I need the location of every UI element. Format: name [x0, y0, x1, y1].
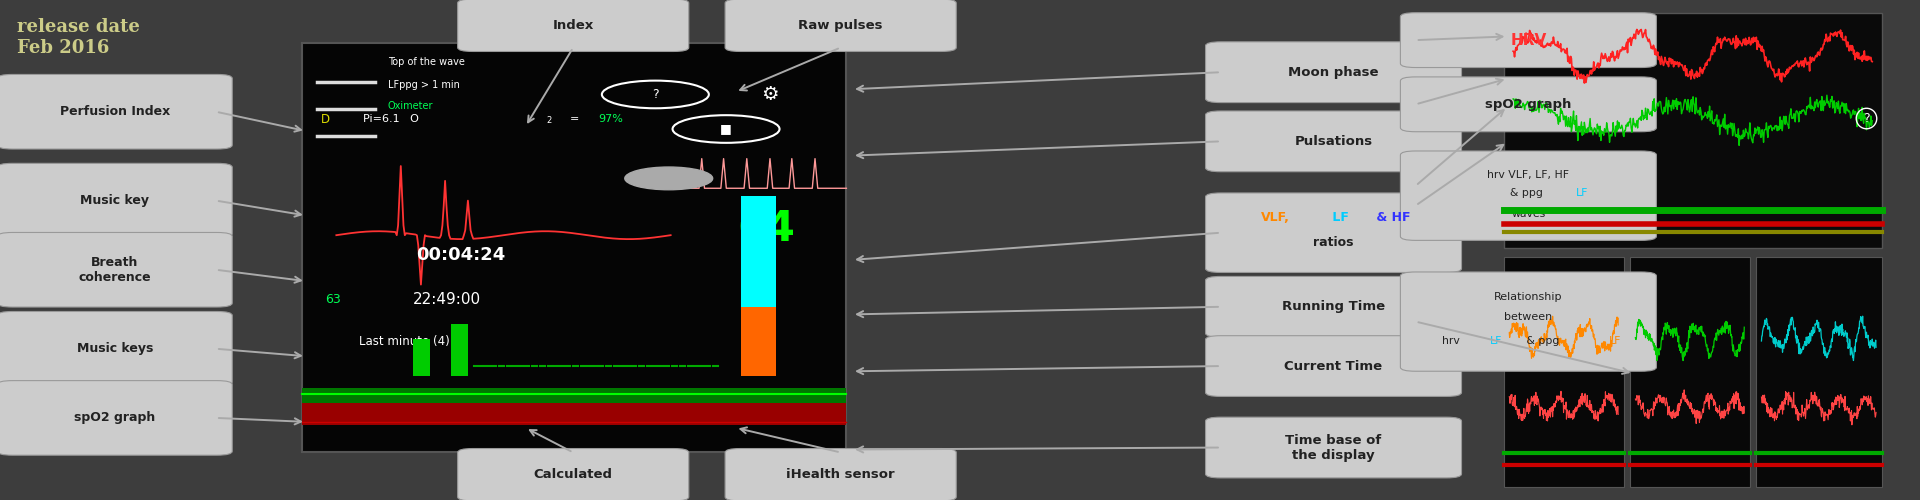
FancyBboxPatch shape: [1206, 42, 1461, 102]
Text: spO2 graph: spO2 graph: [1486, 98, 1572, 111]
Text: Current Time: Current Time: [1284, 360, 1382, 372]
Text: 2: 2: [547, 116, 551, 125]
Text: Moon phase: Moon phase: [1288, 66, 1379, 78]
FancyBboxPatch shape: [1400, 272, 1657, 371]
Text: LF: LF: [1576, 188, 1588, 198]
Text: ratios: ratios: [1313, 236, 1354, 249]
Bar: [1630, 258, 1749, 487]
Text: =: =: [570, 114, 578, 124]
Text: 64: 64: [737, 208, 795, 250]
Text: release date
Feb 2016: release date Feb 2016: [17, 18, 140, 57]
FancyBboxPatch shape: [1206, 193, 1461, 272]
FancyBboxPatch shape: [0, 74, 232, 149]
Bar: [1503, 258, 1624, 487]
Bar: [413, 339, 430, 376]
Text: Raw pulses: Raw pulses: [799, 19, 883, 32]
Text: VLF,: VLF,: [1261, 212, 1290, 224]
Text: hrv VLF, LF, HF: hrv VLF, LF, HF: [1488, 170, 1569, 180]
FancyBboxPatch shape: [1400, 12, 1657, 68]
Text: Last minute (4): Last minute (4): [359, 335, 449, 348]
Text: LF: LF: [1490, 336, 1503, 346]
Text: waves: waves: [1511, 210, 1546, 220]
Text: HRV: HRV: [1511, 32, 1546, 48]
FancyBboxPatch shape: [726, 448, 956, 500]
Bar: [451, 324, 468, 376]
FancyBboxPatch shape: [1206, 336, 1461, 396]
Text: LF: LF: [1329, 212, 1348, 224]
Text: between: between: [1503, 312, 1553, 322]
Text: Oximeter: Oximeter: [388, 101, 434, 111]
Text: Pi=6.1   O: Pi=6.1 O: [363, 114, 419, 124]
Text: 97%: 97%: [597, 114, 622, 124]
Text: ■: ■: [720, 122, 732, 136]
FancyBboxPatch shape: [1206, 417, 1461, 478]
Text: & HF: & HF: [1371, 212, 1409, 224]
Bar: [741, 307, 776, 376]
Text: & ppg: & ppg: [1523, 336, 1563, 346]
Text: ?: ?: [1862, 112, 1870, 125]
Text: Top of the wave: Top of the wave: [388, 58, 465, 68]
Text: Relationship: Relationship: [1494, 292, 1563, 302]
Text: ?: ?: [653, 88, 659, 101]
Text: 63: 63: [324, 293, 340, 306]
Text: hrv: hrv: [1442, 336, 1463, 346]
Text: ⚙: ⚙: [760, 85, 780, 104]
FancyBboxPatch shape: [1400, 151, 1657, 240]
FancyBboxPatch shape: [0, 164, 232, 238]
FancyBboxPatch shape: [1400, 77, 1657, 132]
Text: Calculated: Calculated: [534, 468, 612, 481]
Text: 22:49:00: 22:49:00: [413, 292, 480, 307]
Text: LFppg > 1 min: LFppg > 1 min: [388, 80, 459, 90]
FancyBboxPatch shape: [726, 0, 956, 52]
Text: Time base of
the display: Time base of the display: [1284, 434, 1382, 462]
FancyBboxPatch shape: [0, 312, 232, 386]
Bar: [741, 196, 776, 307]
FancyBboxPatch shape: [457, 0, 689, 52]
Text: Music key: Music key: [81, 194, 150, 207]
FancyBboxPatch shape: [1206, 111, 1461, 172]
Bar: [301, 403, 847, 425]
Text: & ppg: & ppg: [1511, 188, 1548, 198]
FancyBboxPatch shape: [1206, 276, 1461, 337]
Text: Perfusion Index: Perfusion Index: [60, 105, 169, 118]
Text: Breath
coherence: Breath coherence: [79, 256, 152, 284]
Text: Pulsations: Pulsations: [1294, 135, 1373, 148]
Text: Music keys: Music keys: [77, 342, 154, 355]
Text: LF: LF: [1609, 336, 1620, 346]
Text: D: D: [321, 112, 330, 126]
Circle shape: [624, 167, 712, 190]
FancyBboxPatch shape: [457, 448, 689, 500]
FancyBboxPatch shape: [0, 380, 232, 455]
Text: Running Time: Running Time: [1283, 300, 1384, 314]
Text: 00:04:24: 00:04:24: [417, 246, 505, 264]
Bar: [1503, 13, 1882, 248]
Bar: [301, 388, 847, 403]
Bar: [1755, 258, 1882, 487]
FancyBboxPatch shape: [0, 232, 232, 307]
Text: spO2 graph: spO2 graph: [75, 412, 156, 424]
Text: Index: Index: [553, 19, 593, 32]
Text: iHealth sensor: iHealth sensor: [787, 468, 895, 481]
Bar: [301, 42, 847, 453]
